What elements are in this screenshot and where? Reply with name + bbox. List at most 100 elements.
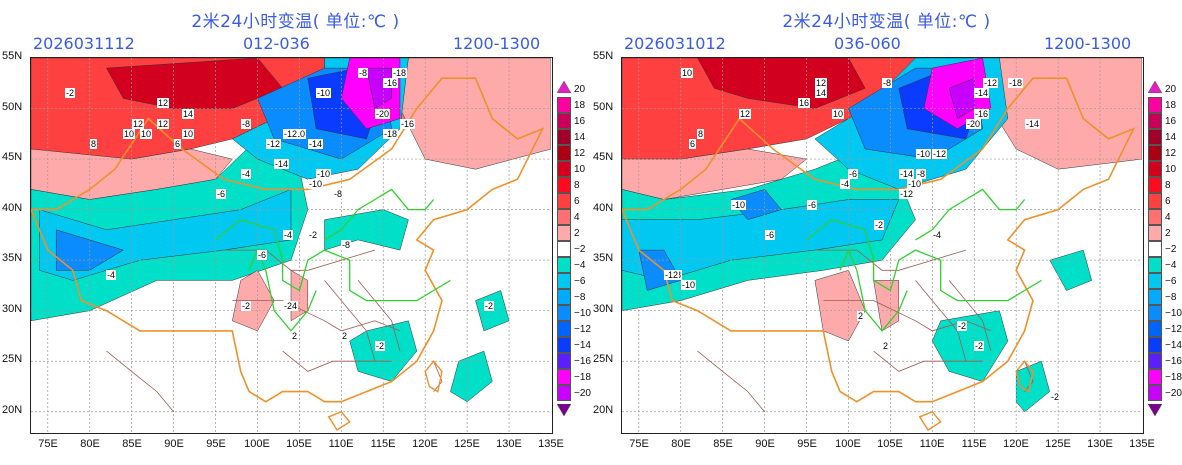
lon-tick-label: 90E bbox=[755, 438, 775, 450]
taiwan-outline bbox=[424, 360, 443, 393]
temperature-change-map bbox=[622, 58, 1142, 432]
lat-tick-label: 30N bbox=[2, 303, 23, 315]
valid-range: 1200-1300 bbox=[1044, 34, 1132, 53]
contour-label: 6 bbox=[174, 139, 182, 149]
colorbar-label: −2 bbox=[1165, 244, 1177, 255]
colorbar-segment bbox=[557, 129, 571, 145]
lon-tick-label: 95E bbox=[797, 438, 817, 450]
contour-label: -8 bbox=[241, 119, 252, 129]
lat-tick-label: 35N bbox=[593, 252, 614, 264]
contour-label: 12 bbox=[157, 98, 170, 108]
contour-label: -20 bbox=[375, 109, 391, 119]
contour-label: -4 bbox=[106, 270, 117, 280]
colorbar-label: −10 bbox=[1165, 308, 1182, 319]
colorbar-segment bbox=[1148, 209, 1162, 225]
contour-label: 16 bbox=[798, 98, 811, 108]
contour-label: 2 bbox=[291, 331, 299, 341]
colorbar-label: −20 bbox=[574, 388, 591, 399]
contour-label: -10 bbox=[316, 88, 332, 98]
lat-tick-label: 55N bbox=[2, 50, 23, 62]
lon-tick-label: 80E bbox=[80, 438, 100, 450]
lon-tick-label: 85E bbox=[713, 438, 733, 450]
colorbar-segment bbox=[557, 385, 571, 401]
colorbar-segment bbox=[1148, 337, 1162, 353]
colorbar-label: −14 bbox=[1165, 340, 1182, 351]
temperature-region bbox=[450, 350, 493, 403]
colorbar-label: 6 bbox=[1165, 196, 1171, 207]
colorbar-label: −12 bbox=[574, 324, 591, 335]
colorbar-segment bbox=[1148, 225, 1162, 241]
colorbar-segment bbox=[1148, 177, 1162, 193]
contour-label: 8 bbox=[697, 129, 705, 139]
colorbar-label: 4 bbox=[574, 212, 580, 223]
colorbar-label: 20 bbox=[574, 84, 586, 95]
map-frame: 81214121010121086-8-10-10-14-18-16-20-16… bbox=[30, 57, 553, 434]
contour-label: -12 bbox=[664, 270, 680, 280]
colorbar-segment bbox=[1148, 113, 1162, 129]
hainan-outline bbox=[327, 410, 351, 431]
colorbar-segment bbox=[557, 241, 571, 257]
contour-label: 10 bbox=[832, 109, 845, 119]
colorbar-label: 12 bbox=[574, 148, 586, 159]
contour-label: -2 bbox=[874, 220, 885, 230]
contour-label: -10 bbox=[681, 280, 697, 290]
river-line bbox=[839, 248, 908, 332]
lat-tick-label: 40N bbox=[2, 202, 23, 214]
lon-tick-label: 120E bbox=[1003, 438, 1029, 450]
province-boundary bbox=[357, 280, 401, 352]
colorbar-segment bbox=[1148, 289, 1162, 305]
colorbar-label: −6 bbox=[1165, 276, 1177, 287]
colorbar-segment bbox=[557, 161, 571, 177]
contour-label: -16 bbox=[974, 109, 990, 119]
colorbar-segment bbox=[1148, 305, 1162, 321]
contour-label: -12 bbox=[266, 139, 282, 149]
colorbar-top-arrow bbox=[1147, 80, 1163, 94]
lon-tick-label: 130E bbox=[1087, 438, 1113, 450]
lat-tick-label: 45N bbox=[593, 151, 614, 163]
temperature-region bbox=[814, 269, 866, 342]
contour-label: -14 bbox=[308, 139, 324, 149]
contour-label: -4 bbox=[241, 169, 252, 179]
lat-tick-label: 30N bbox=[593, 303, 614, 315]
contour-label: 14 bbox=[815, 88, 828, 98]
river-line bbox=[806, 218, 1042, 302]
contour-label: 10 bbox=[140, 129, 153, 139]
province-boundary bbox=[948, 280, 992, 352]
colorbar-bottom-arrow bbox=[556, 403, 572, 417]
contour-label: 10 bbox=[182, 129, 195, 139]
lon-tick-label: 120E bbox=[412, 438, 438, 450]
contour-label: -14 bbox=[1025, 119, 1041, 129]
contour-label: -6 bbox=[216, 189, 227, 199]
contour-label: 12 bbox=[739, 109, 752, 119]
colorbar bbox=[556, 78, 572, 420]
colorbar-segment bbox=[557, 289, 571, 305]
colorbar-label: 18 bbox=[1165, 100, 1177, 111]
contour-label: -18 bbox=[1008, 78, 1024, 88]
province-boundary bbox=[282, 350, 392, 372]
temperature-region bbox=[638, 249, 682, 291]
contour-label: -2 bbox=[375, 341, 386, 351]
contour-label: -2 bbox=[308, 230, 319, 240]
contour-label: -2 bbox=[1050, 392, 1061, 402]
contour-label: -10 bbox=[316, 169, 332, 179]
colorbar-label: −4 bbox=[574, 260, 586, 271]
contour-label: -18 bbox=[392, 68, 408, 78]
lon-tick-label: 105E bbox=[877, 438, 903, 450]
lat-tick-label: 55N bbox=[593, 50, 614, 62]
lon-tick-label: 85E bbox=[122, 438, 142, 450]
colorbar-bottom-arrow bbox=[1147, 403, 1163, 417]
lon-tick-label: 105E bbox=[286, 438, 312, 450]
colorbar-label: −8 bbox=[1165, 292, 1177, 303]
contour-label: -4 bbox=[932, 230, 943, 240]
init-time: 2026031112 bbox=[33, 34, 135, 53]
colorbar-label: 2 bbox=[574, 228, 580, 239]
colorbar-label: −6 bbox=[574, 276, 586, 287]
colorbar-label: 14 bbox=[1165, 132, 1177, 143]
contour-label: 2 bbox=[341, 331, 349, 341]
contour-label: 2 bbox=[882, 341, 890, 351]
map-panel-left: 2米24小时变温( 单位:℃ ) 2026031112 012-036 1200… bbox=[2, 12, 591, 450]
colorbar-label: 6 bbox=[574, 196, 580, 207]
contour-label: 12 bbox=[815, 78, 828, 88]
contour-label: -4 bbox=[283, 230, 294, 240]
contour-label: -8 bbox=[333, 189, 344, 199]
